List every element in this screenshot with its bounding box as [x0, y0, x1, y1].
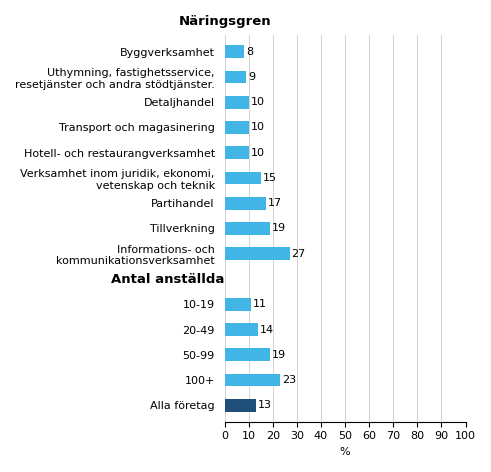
Text: 9: 9 [248, 72, 255, 82]
Text: 19: 19 [273, 224, 286, 234]
Bar [224, 374, 280, 387]
Text: 11: 11 [253, 299, 267, 309]
Text: 13: 13 [258, 400, 272, 410]
Text: 10: 10 [250, 148, 265, 158]
Bar [224, 45, 244, 58]
Text: 27: 27 [292, 249, 306, 259]
Bar [224, 172, 261, 184]
Text: 10: 10 [250, 122, 265, 133]
Text: 19: 19 [273, 350, 286, 360]
Bar [224, 247, 290, 260]
Text: Antal anställda: Antal anställda [111, 272, 224, 286]
Bar [224, 121, 248, 134]
Bar [224, 348, 271, 361]
Text: 15: 15 [263, 173, 276, 183]
Text: 8: 8 [246, 47, 253, 57]
Bar [224, 222, 271, 235]
Bar [224, 323, 258, 336]
Bar [224, 71, 246, 83]
Bar [224, 146, 248, 159]
Text: 17: 17 [268, 198, 282, 208]
Bar [224, 197, 266, 210]
Bar [224, 399, 256, 412]
Bar [224, 96, 248, 109]
Text: 23: 23 [282, 375, 296, 385]
X-axis label: %: % [340, 447, 351, 457]
Text: Näringsgren: Näringsgren [178, 15, 271, 27]
Text: 10: 10 [250, 97, 265, 107]
Bar [224, 298, 251, 311]
Text: 14: 14 [260, 325, 274, 335]
